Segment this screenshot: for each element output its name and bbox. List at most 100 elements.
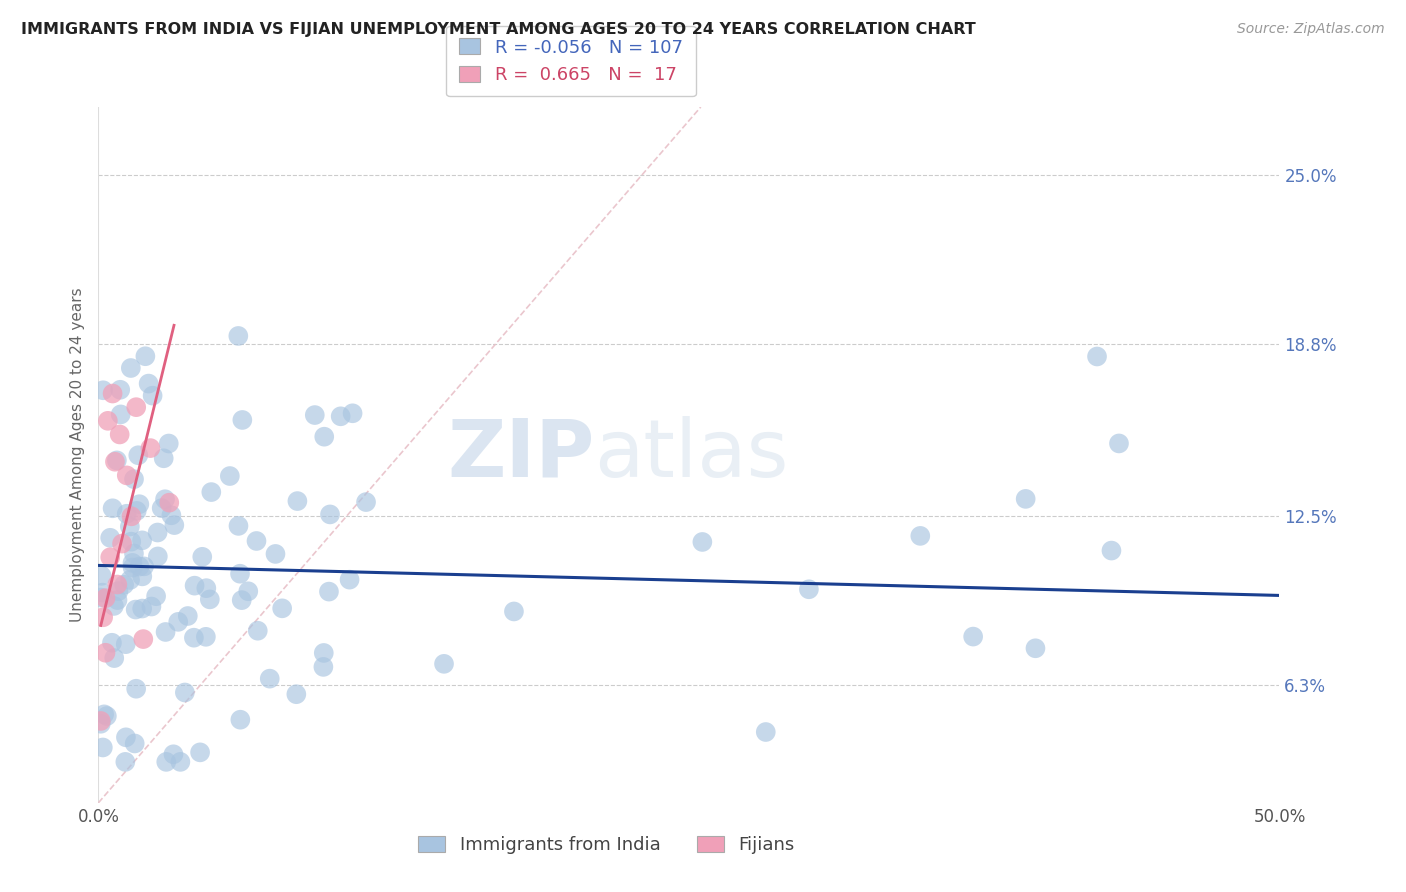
Point [101, 501, 124, 516]
Point [131, 601, 153, 615]
Point [115, 468, 138, 483]
Point [246, 624, 269, 638]
Point [115, 507, 138, 521]
Point [188, 745, 211, 759]
Point [797, 582, 820, 597]
Point [319, 508, 342, 522]
Point [91, 610, 114, 624]
Point [312, 660, 335, 674]
Point [112, 578, 135, 592]
Point [118, 519, 141, 533]
Point [692, 535, 714, 549]
Point [231, 413, 253, 427]
Point [104, 455, 127, 469]
Point [285, 687, 308, 701]
Point [503, 604, 526, 618]
Point [98, 531, 121, 545]
Point [271, 601, 294, 615]
Point [162, 747, 184, 762]
Point [231, 593, 253, 607]
Point [105, 453, 128, 467]
Point [195, 581, 218, 595]
Point [226, 329, 249, 343]
Point [146, 525, 169, 540]
Point [94, 591, 117, 606]
Point [218, 469, 240, 483]
Point [314, 430, 336, 444]
Point [183, 631, 205, 645]
Point [98, 550, 121, 565]
Point [264, 547, 287, 561]
Point [114, 637, 136, 651]
Point [127, 448, 149, 462]
Point [128, 559, 150, 574]
Point [90, 591, 112, 605]
Point [138, 376, 160, 391]
Point [177, 609, 200, 624]
Point [155, 755, 177, 769]
Point [91, 384, 114, 398]
Point [91, 740, 114, 755]
Point [157, 496, 180, 510]
Point [125, 681, 148, 696]
Point [101, 636, 124, 650]
Point [339, 573, 361, 587]
Point [120, 534, 142, 549]
Point [163, 518, 186, 533]
Point [101, 386, 124, 401]
Point [125, 400, 148, 414]
Point [90, 569, 112, 583]
Point [312, 646, 335, 660]
Point [124, 736, 146, 750]
Point [131, 569, 153, 583]
Point [120, 361, 142, 376]
Point [108, 427, 131, 442]
Point [245, 533, 267, 548]
Point [114, 755, 136, 769]
Point [94, 646, 117, 660]
Legend: Immigrants from India, Fijians: Immigrants from India, Fijians [409, 827, 803, 863]
Y-axis label: Unemployment Among Ages 20 to 24 years: Unemployment Among Ages 20 to 24 years [69, 287, 84, 623]
Point [134, 349, 156, 363]
Point [329, 409, 352, 424]
Point [152, 451, 174, 466]
Point [128, 497, 150, 511]
Point [91, 585, 114, 599]
Point [121, 560, 143, 574]
Point [198, 592, 221, 607]
Point [229, 566, 252, 581]
Point [304, 408, 326, 422]
Point [107, 584, 129, 599]
Point [115, 731, 138, 745]
Point [121, 556, 143, 570]
Point [910, 529, 932, 543]
Point [121, 509, 143, 524]
Point [433, 657, 456, 671]
Point [160, 508, 183, 523]
Point [1085, 350, 1108, 364]
Point [1108, 436, 1130, 450]
Point [146, 549, 169, 564]
Point [141, 599, 163, 614]
Point [153, 492, 176, 507]
Point [103, 651, 125, 665]
Point [318, 584, 340, 599]
Point [125, 504, 148, 518]
Point [200, 485, 222, 500]
Text: Source: ZipAtlas.com: Source: ZipAtlas.com [1237, 22, 1385, 37]
Point [238, 584, 260, 599]
Point [124, 602, 146, 616]
Point [150, 501, 173, 516]
Point [173, 685, 195, 699]
Point [1101, 543, 1123, 558]
Point [1024, 641, 1046, 656]
Point [342, 406, 364, 420]
Text: IMMIGRANTS FROM INDIA VS FIJIAN UNEMPLOYMENT AMONG AGES 20 TO 24 YEARS CORRELATI: IMMIGRANTS FROM INDIA VS FIJIAN UNEMPLOY… [21, 22, 976, 37]
Point [97, 414, 120, 428]
Point [103, 599, 125, 613]
Point [354, 495, 377, 509]
Point [169, 755, 191, 769]
Point [105, 577, 128, 591]
Point [259, 672, 281, 686]
Point [155, 624, 177, 639]
